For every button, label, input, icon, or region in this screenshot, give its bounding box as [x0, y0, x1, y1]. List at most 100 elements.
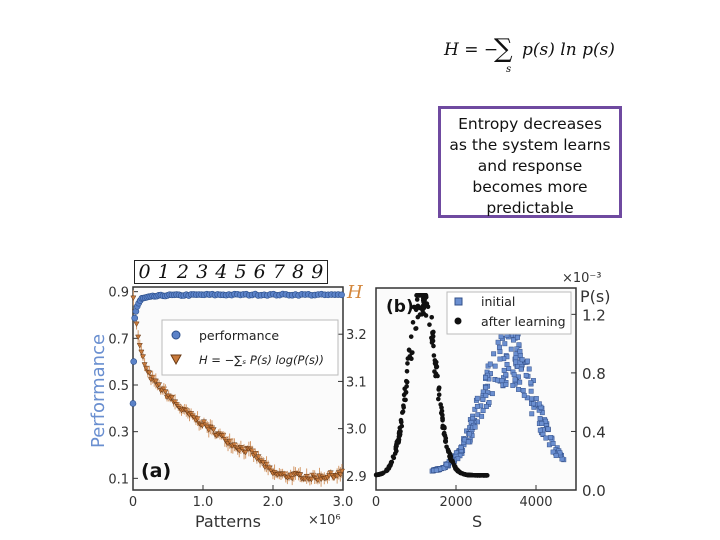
after-learning-point: [410, 320, 416, 325]
chart-a-ytick-label: 0.7: [108, 332, 129, 347]
entropy-point: [146, 370, 153, 376]
initial-point: [483, 404, 489, 409]
initial-point: [487, 361, 493, 367]
callout-line: and response: [477, 157, 583, 175]
after-learning-point: [431, 353, 437, 358]
after-learning-point: [431, 343, 436, 349]
after-learning-point: [473, 473, 479, 478]
digit: 9: [311, 261, 324, 283]
chart-a-y2tick-label: 3.0: [346, 423, 367, 438]
chart-b-xlabel: S: [472, 512, 482, 531]
after-learning-point: [405, 361, 410, 366]
legend-marker-entropy: [170, 354, 182, 366]
initial-point: [526, 366, 532, 372]
initial-point: [508, 346, 514, 352]
chart-a-xtick-label: 1.0: [193, 495, 214, 510]
initial-point: [492, 363, 498, 369]
after-learning-point: [399, 423, 405, 429]
initial-point: [536, 401, 542, 407]
initial-point: [510, 382, 516, 388]
after-learning-point: [400, 410, 405, 415]
initial-point: [498, 334, 504, 340]
formula-lhs: H = −: [444, 40, 499, 60]
after-learning-point: [482, 473, 488, 478]
chart-a-y2tick-label: 2.9: [346, 470, 367, 485]
after-learning-point: [459, 470, 464, 476]
after-learning-point: [433, 364, 439, 370]
after-learning-point: [440, 412, 445, 418]
initial-point: [539, 421, 545, 426]
chart-b-panel-label: (b): [386, 297, 414, 317]
initial-point: [479, 413, 485, 419]
entropy-point: [210, 427, 217, 433]
initial-point: [515, 334, 520, 340]
after-learning-point: [436, 392, 442, 398]
chart-a-ytick-label: 0.9: [108, 286, 129, 301]
initial-point: [512, 377, 518, 383]
after-learning-point: [389, 459, 395, 465]
chart-b-ylabel: P(s): [580, 287, 610, 306]
initial-point: [511, 372, 517, 378]
after-learning-point: [407, 354, 413, 359]
legend-label-entropy: H = −∑ₛ P(s) log(P(s)): [199, 353, 324, 367]
initial-point: [483, 385, 489, 390]
after-learning-point: [413, 326, 419, 331]
after-learning-point: [423, 295, 428, 301]
chart-a-panel-label: (a): [141, 460, 171, 482]
after-learning-point: [447, 454, 452, 459]
chart-a-xtick-label: 0: [129, 495, 137, 510]
after-learning-point: [436, 387, 441, 392]
after-learning-point: [436, 396, 441, 402]
digit: 1: [157, 261, 170, 283]
after-learning-point: [401, 405, 406, 410]
after-learning-point: [419, 293, 425, 298]
initial-point: [497, 349, 503, 355]
digit: 5: [234, 261, 247, 283]
initial-point: [513, 355, 519, 361]
chart-a-y2tick-label: 3.2: [346, 328, 367, 343]
after-learning-point: [404, 384, 409, 389]
initial-point: [468, 420, 474, 426]
after-learning-point: [412, 304, 418, 310]
after-learning-point: [407, 348, 412, 353]
chart-a-legend: [161, 319, 339, 376]
after-learning-point: [421, 305, 427, 311]
initial-point: [461, 437, 467, 443]
callout-line: becomes more: [472, 178, 588, 196]
performance-point: [338, 291, 345, 299]
initial-point: [529, 396, 535, 402]
initial-point: [513, 359, 519, 365]
initial-point: [516, 386, 521, 392]
after-learning-point: [396, 434, 402, 440]
chart-a-xtick-label: 3.0: [333, 495, 354, 510]
chart-a-xtick-label: 2.0: [263, 495, 284, 510]
initial-point: [497, 356, 503, 362]
legend-marker-after-learning: [454, 317, 462, 325]
chart-b-legend: [446, 291, 572, 335]
chart-b-xtick-label: 4000: [519, 495, 552, 510]
legend-label-initial: initial: [481, 294, 515, 309]
initial-point: [521, 392, 527, 398]
initial-point: [480, 408, 486, 414]
initial-point: [465, 439, 471, 445]
legend-marker-performance: [171, 330, 181, 340]
chart-b-ytick-label: 0.4: [582, 423, 606, 441]
initial-point: [489, 391, 495, 397]
after-learning-point: [402, 397, 407, 403]
after-learning-point: [376, 472, 382, 477]
digit: 7: [272, 261, 285, 283]
callout-line: as the system learns: [449, 136, 611, 154]
initial-point: [543, 435, 549, 441]
chart-a-ytick-label: 0.1: [108, 472, 129, 487]
digit-samples-strip: 0 1 2 3 4 5 6 7 8 9: [134, 260, 328, 284]
formula-subscript: s: [506, 64, 512, 75]
chart-a-y2tick-label: 3.1: [346, 375, 367, 390]
initial-point: [503, 372, 509, 378]
initial-point: [517, 379, 523, 385]
digit: 3: [196, 261, 209, 283]
chart-b-ytick-label: 0.8: [582, 365, 606, 383]
chart-b-y-multiplier: ×10⁻³: [562, 271, 602, 286]
entropy-point: [133, 321, 140, 327]
after-learning-point: [390, 454, 396, 459]
